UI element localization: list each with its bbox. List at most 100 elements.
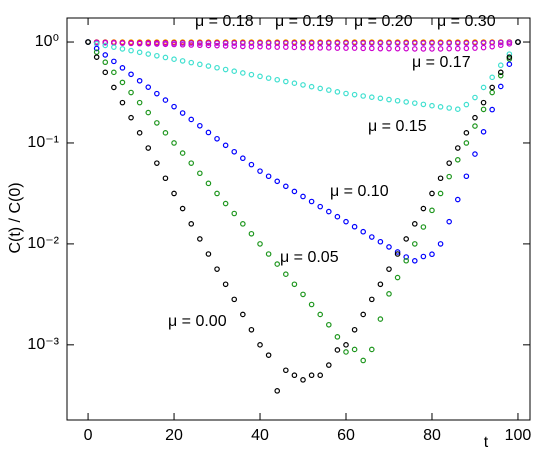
data-point [489,84,495,91]
data-point [437,40,444,46]
data-point [179,205,186,212]
data-point [420,253,427,260]
data-point [386,291,392,297]
y-axis-label: C(t) / C(0) [7,182,24,253]
series-label: μ = 0.17 [412,54,471,71]
data-point [446,105,452,111]
data-point [119,40,126,46]
data-point [257,40,263,46]
data-point [300,82,306,88]
data-point [386,40,392,46]
data-point [240,155,246,162]
x-tick-label: 40 [251,427,269,444]
data-point [394,251,401,257]
data-point [283,78,289,85]
data-point [231,40,238,46]
data-point [257,168,263,174]
data-point [102,42,109,49]
data-point [197,61,203,68]
data-point [102,52,109,58]
data-point [197,122,203,129]
data-point [403,236,409,242]
data-point [326,321,332,328]
data-point [386,96,392,103]
data-point [274,261,281,267]
data-point [317,85,324,92]
data-point [308,372,315,379]
data-point [231,43,238,49]
data-point [343,45,349,51]
data-point [240,43,246,50]
series-label: μ = 0.18 [195,13,254,30]
data-point [93,45,100,52]
data-point [377,281,384,288]
data-point [128,40,134,47]
data-point [136,130,143,136]
data-point [394,97,401,104]
data-point [368,296,375,303]
data-point [308,198,315,205]
data-point [429,40,435,46]
data-point [214,190,220,197]
data-point [403,257,409,264]
data-point [154,90,160,97]
data-point [145,84,152,90]
data-point [291,188,298,195]
data-point [429,102,435,109]
data-point [188,116,195,123]
data-point [489,106,495,113]
data-point [437,175,444,182]
data-point [326,208,332,215]
data-point [283,183,289,190]
data-point [411,100,418,106]
data-point [265,40,272,46]
data-point [205,42,212,49]
data-point [437,190,444,197]
data-point [472,94,478,101]
data-point [343,342,349,348]
data-point [360,45,366,52]
data-point [317,311,324,318]
data-point [351,91,358,98]
data-point [171,190,177,197]
data-point [420,40,427,46]
data-point [394,249,401,255]
data-point [403,45,409,52]
data-point [377,45,384,52]
data-point [463,173,470,180]
data-point [188,42,195,48]
data-point [145,145,152,151]
data-point [497,69,504,76]
data-point [386,45,392,52]
data-point [240,40,246,46]
data-point [463,130,470,136]
data-point [85,39,91,45]
data-point [265,75,272,81]
data-point [497,42,504,49]
data-point [454,157,461,163]
data-point [205,63,212,69]
data-point [188,221,195,227]
data-point [386,244,392,250]
data-point [317,372,324,379]
data-point [437,46,444,52]
data-point [377,40,384,46]
data-point [188,59,195,66]
data-point [472,45,478,51]
data-point [197,236,203,242]
data-point [317,45,324,51]
data-point [222,200,229,207]
data-point [351,346,358,353]
data-point [205,40,212,46]
data-point [111,58,117,65]
data-point [317,203,324,210]
data-point [257,73,263,80]
data-point [93,49,100,55]
data-point [240,70,246,76]
data-point [136,99,143,106]
data-point [454,45,461,52]
data-point [179,58,186,64]
x-tick-label: 60 [337,427,355,444]
data-point [162,97,169,103]
data-point [214,64,220,71]
